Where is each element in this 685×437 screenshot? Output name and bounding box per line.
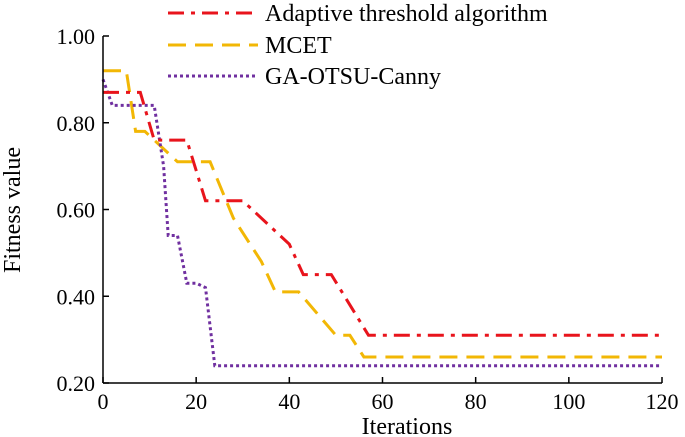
series-line-mcet xyxy=(103,69,662,359)
y-tick-label-0.40: 0.40 xyxy=(57,284,96,309)
y-axis-title: Fitness value xyxy=(0,147,26,273)
x-tick-label-40: 40 xyxy=(278,389,300,414)
series-line-ga-otsu-canny xyxy=(101,78,662,368)
y-tick-label-0.60: 0.60 xyxy=(57,198,96,223)
x-tick-label-0: 0 xyxy=(98,389,109,414)
legend-label-mcet: MCET xyxy=(265,33,332,59)
series-line-adaptive-threshold-algorithm xyxy=(103,90,662,337)
series-layer xyxy=(101,69,662,368)
x-tick-label-20: 20 xyxy=(185,389,207,414)
y-tick-label-0.80: 0.80 xyxy=(57,111,96,136)
legend-entry-ga-otsu-canny: GA-OTSU-Canny xyxy=(168,64,441,90)
y-tick-label-0.20: 0.20 xyxy=(57,371,96,396)
legend-entry-mcet: MCET xyxy=(168,33,332,59)
ticks-layer: 0 20 40 60 80 100 120 0.20 0.40 0.60 0.80 1.00 xyxy=(57,24,679,414)
x-tick-label-100: 100 xyxy=(552,389,585,414)
y-tick-label-1.00: 1.00 xyxy=(57,24,96,49)
legend: Adaptive threshold algorithm MCET GA-OTS… xyxy=(168,1,548,90)
x-tick-label-120: 120 xyxy=(646,389,679,414)
x-tick-label-60: 60 xyxy=(372,389,394,414)
x-tick-label-80: 80 xyxy=(465,389,487,414)
legend-label-ga-otsu-canny: GA-OTSU-Canny xyxy=(265,64,441,90)
legend-entry-adaptive-threshold: Adaptive threshold algorithm xyxy=(168,1,548,27)
legend-label-adaptive-threshold: Adaptive threshold algorithm xyxy=(265,1,548,27)
x-axis-title: Iterations xyxy=(362,414,453,437)
